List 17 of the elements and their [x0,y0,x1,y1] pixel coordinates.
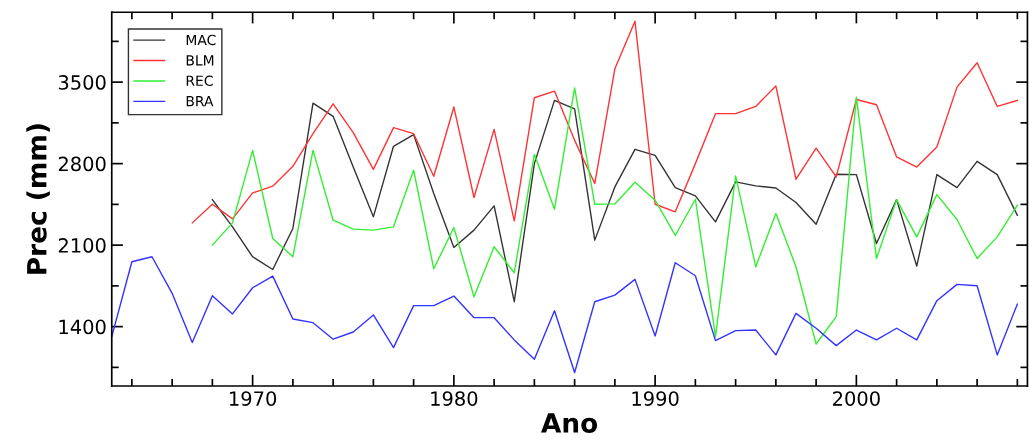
x-tick-label: 1970 [230,391,277,406]
y-tick-label: 2800 [58,156,106,172]
y-axis-title: Prec (mm) [26,124,50,274]
y-tick-label: 3500 [58,75,106,90]
x-tick-label: 1990 [632,391,679,406]
legend-label: BRA [186,96,214,107]
legend-label: MAC [186,34,216,46]
x-tick-label: 2000 [833,391,880,406]
line-series [211,99,1019,303]
line-series [211,87,1019,345]
y-tick-label: 1400 [59,319,106,335]
y-tick-label: 2100 [58,238,106,253]
line-series [111,256,1019,374]
legend-label: BLM [186,55,214,66]
x-axis-title: Ano [541,413,598,433]
legend-label: REC [186,75,213,87]
x-tick-label: 1980 [431,391,478,406]
